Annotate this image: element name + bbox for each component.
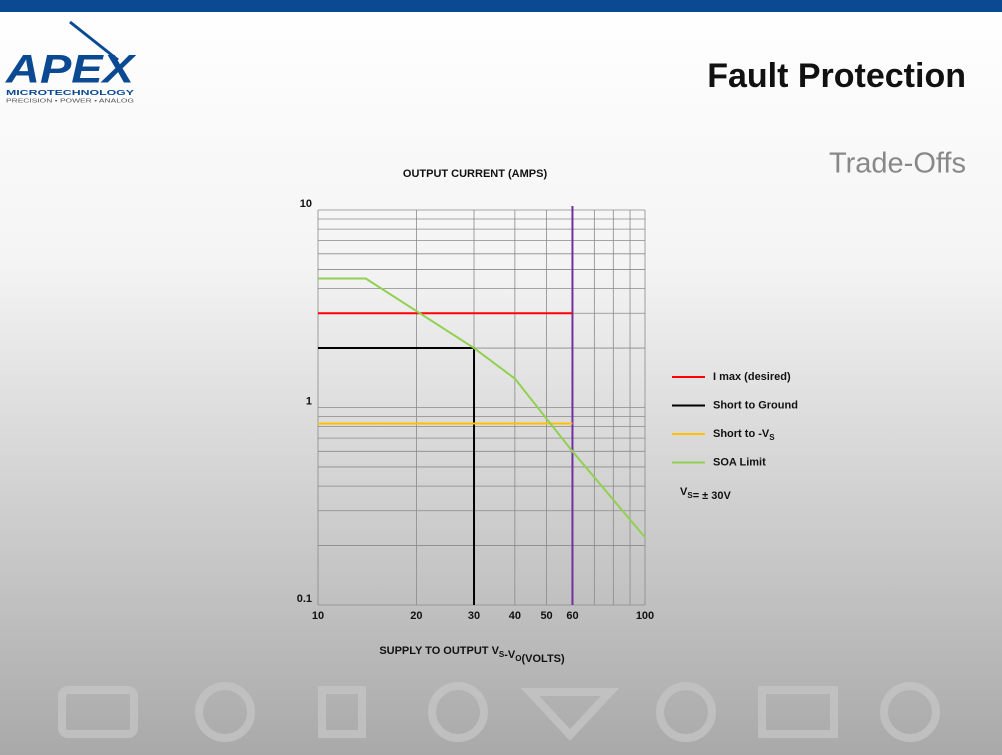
x-tick-label: 10 — [312, 610, 324, 622]
legend-label: Short to -VS — [713, 428, 775, 442]
footer-icons — [58, 682, 940, 742]
series-line — [318, 277, 646, 539]
logo-swoosh — [69, 20, 119, 62]
y-tick-label: 10 — [300, 198, 312, 210]
x-tick-label: 30 — [468, 610, 480, 622]
logo-name: APEX — [5, 48, 137, 92]
x-tick-label: 40 — [509, 610, 521, 622]
y-tick-label: 1 — [306, 395, 312, 407]
legend-label: I max (desired) — [713, 371, 791, 383]
legend-label: SOA Limit — [713, 456, 766, 468]
x-tick-label: 60 — [566, 610, 578, 622]
chart-title: OUTPUT CURRENT (AMPS) — [403, 168, 548, 180]
slide-title: Fault Protection — [707, 57, 966, 95]
logo-line2: PRECISION • POWER • ANALOG — [6, 98, 134, 104]
logo: APEX MICROTECHNOLOGY PRECISION • POWER •… — [5, 20, 137, 104]
y-tick-label: 0.1 — [297, 593, 312, 605]
legend-label: Short to Ground — [713, 399, 798, 411]
logo-line1: MICROTECHNOLOGY — [6, 90, 135, 97]
annotation: VS= ± 30V — [680, 486, 731, 502]
top-bar — [0, 0, 1002, 12]
x-tick-label: 100 — [636, 610, 654, 622]
x-tick-label: 20 — [410, 610, 422, 622]
slide-subtitle: Trade-Offs — [829, 148, 966, 180]
x-tick-label: 50 — [540, 610, 552, 622]
